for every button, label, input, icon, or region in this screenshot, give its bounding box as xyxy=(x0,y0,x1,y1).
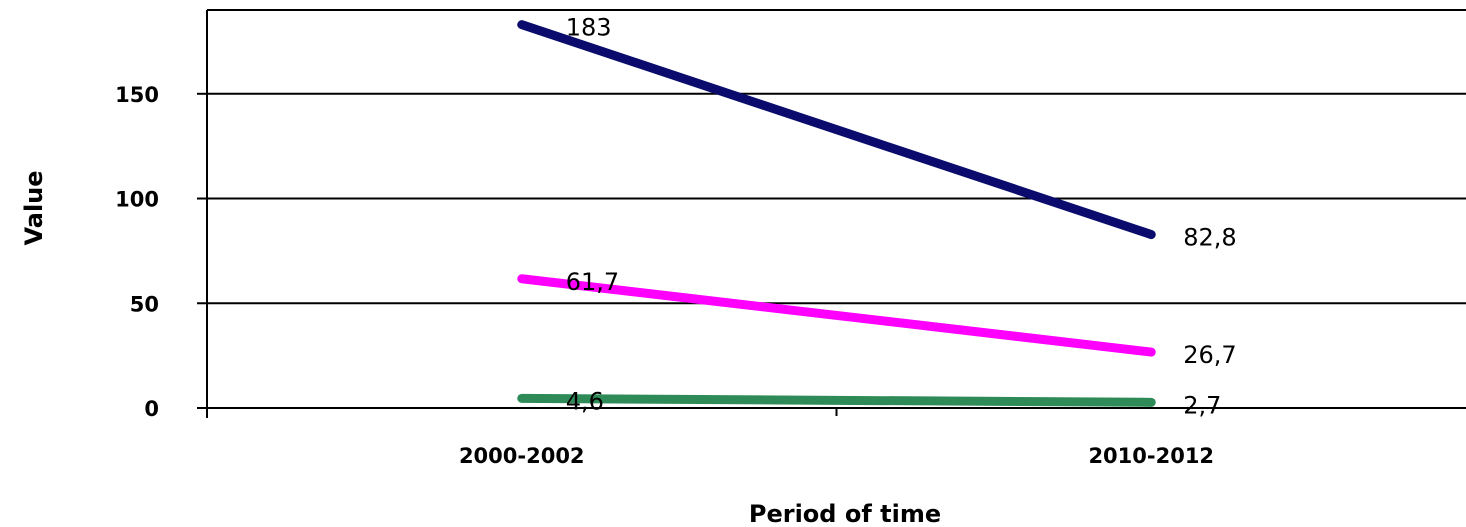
y-tick-label: 50 xyxy=(130,292,159,316)
y-tick-label: 100 xyxy=(115,188,159,212)
axes xyxy=(197,10,1466,418)
data-label: 4,6 xyxy=(566,387,604,415)
y-tick-label: 150 xyxy=(115,83,159,107)
data-label: 183 xyxy=(566,14,612,42)
series-line-2 xyxy=(517,274,1156,357)
x-tick-labels: 2000-2002 2010-2012 xyxy=(459,444,1214,468)
y-tick-label: 0 xyxy=(144,397,159,421)
data-label: 2,7 xyxy=(1183,391,1221,419)
x-tick-label: 2000-2002 xyxy=(459,444,585,468)
series-line-3 xyxy=(517,393,1156,407)
data-label: 82,8 xyxy=(1183,224,1236,252)
data-labels: 183 82,8 61,7 26,7 4,6 2,7 xyxy=(566,14,1237,420)
y-axis-title: Value xyxy=(20,170,48,245)
data-label: 26,7 xyxy=(1183,341,1236,369)
series-lines xyxy=(517,20,1156,407)
gridlines xyxy=(207,9,1466,305)
y-tick-labels: 0 50 100 150 xyxy=(115,83,159,421)
series-line-1 xyxy=(517,20,1156,240)
x-tick-label: 2010-2012 xyxy=(1088,444,1214,468)
data-label: 61,7 xyxy=(566,268,619,296)
x-axis-title: Period of time xyxy=(749,500,941,527)
